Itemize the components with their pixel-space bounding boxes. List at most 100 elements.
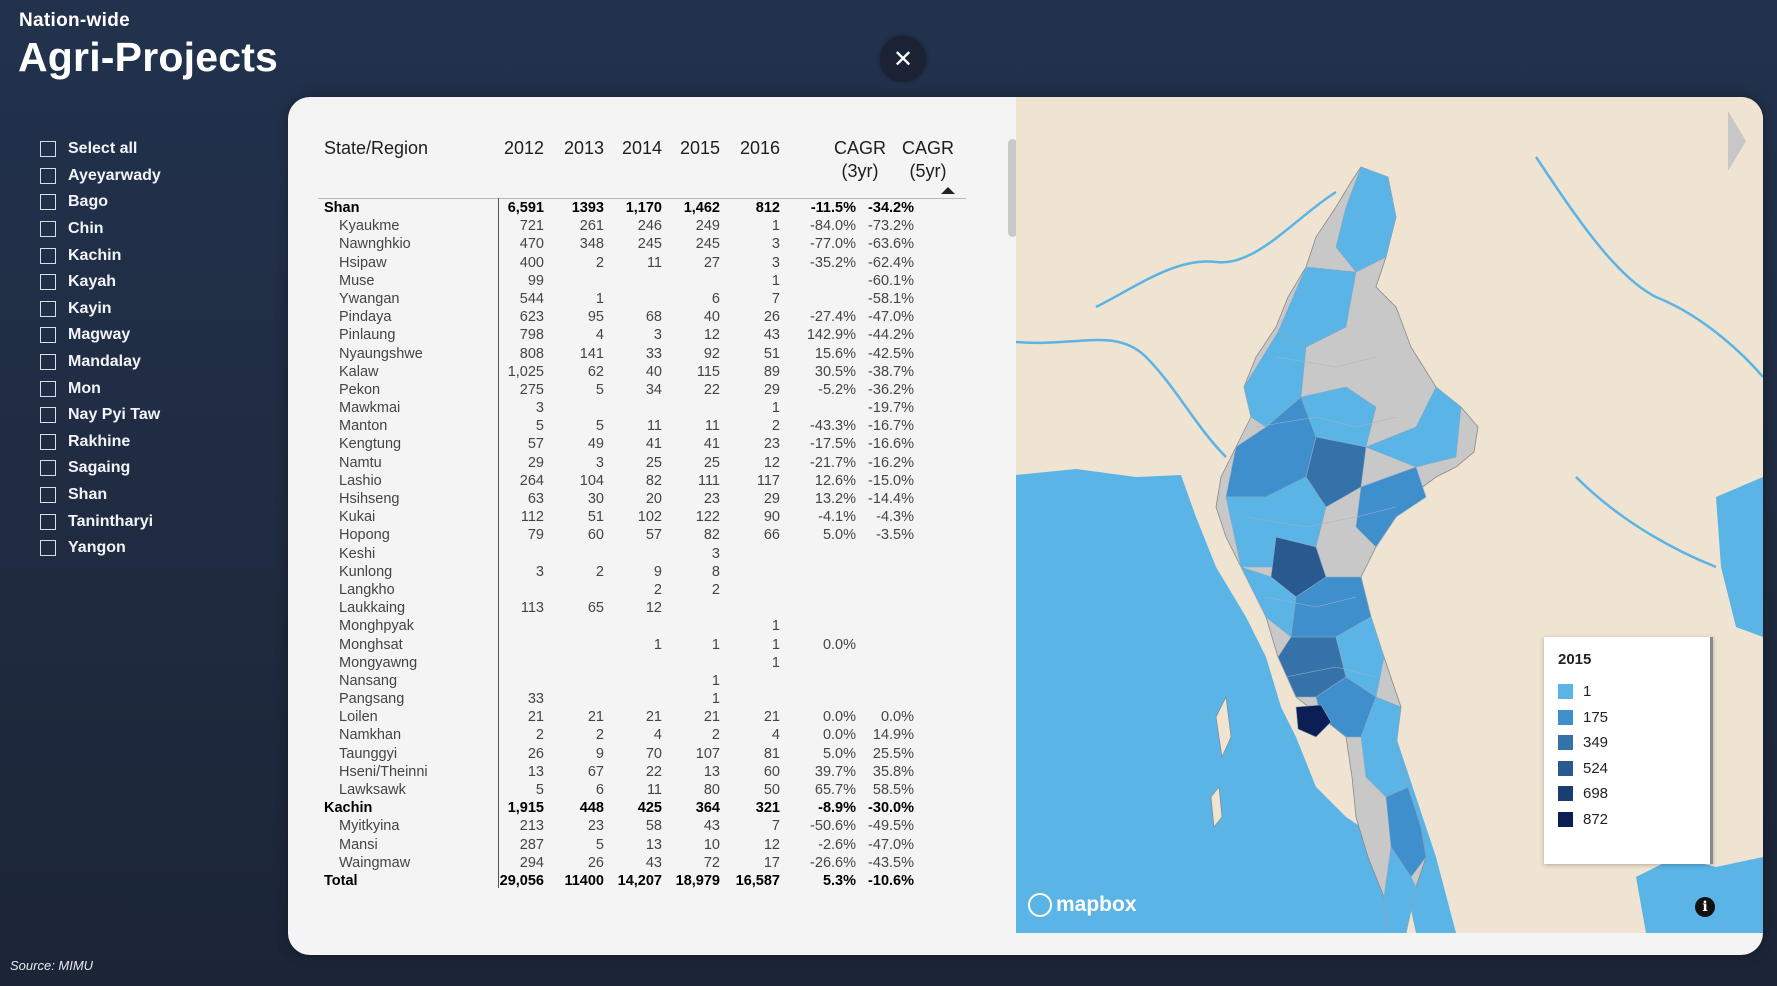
filter-item[interactable]: Yangon xyxy=(40,535,161,562)
filter-item[interactable]: Ayeyarwady xyxy=(40,163,161,190)
table-cell: 3 xyxy=(595,454,604,471)
table-row[interactable]: Monghsat 1 1 1 0.0% xyxy=(318,636,968,654)
table-row[interactable]: Langkho 2 2 xyxy=(318,581,968,599)
column-header-cagr-5yr[interactable]: CAGR (5yr) xyxy=(898,137,958,183)
table-row[interactable]: Pinlaung 798 4 3 12 43 142.9% -44.2% xyxy=(318,326,968,344)
checkbox-icon[interactable] xyxy=(40,141,56,158)
map-canvas[interactable] xyxy=(1016,97,1763,933)
checkbox-icon[interactable] xyxy=(40,274,56,291)
checkbox-icon[interactable] xyxy=(40,433,56,450)
table-scrollbar-thumb[interactable] xyxy=(1008,139,1017,237)
table-row[interactable]: Namkhan 2 2 4 2 4 0.0% 14.9% xyxy=(318,726,968,744)
table-cell: 34 xyxy=(645,381,662,398)
table-row[interactable]: Kalaw 1,025 62 40 115 89 30.5% -38.7% xyxy=(318,363,968,381)
close-button[interactable]: ✕ xyxy=(880,36,926,82)
mapbox-logo[interactable]: mapbox xyxy=(1028,893,1137,917)
table-row[interactable]: Pekon 275 5 34 22 29 -5.2% -36.2% xyxy=(318,381,968,399)
filter-item[interactable]: Tanintharyi xyxy=(40,508,161,535)
table-row[interactable]: Muse 99 1 -60.1% xyxy=(318,272,968,290)
checkbox-icon[interactable] xyxy=(40,221,56,238)
table-cell: -4.3% xyxy=(876,509,914,526)
checkbox-icon[interactable] xyxy=(40,167,56,184)
table-cell: -30.0% xyxy=(868,800,914,817)
table-cell: 23 xyxy=(763,436,780,453)
table-cell: 12 xyxy=(703,327,720,344)
table-row[interactable]: Waingmaw 294 26 43 72 17 -26.6% -43.5% xyxy=(318,854,968,872)
table-row[interactable]: Hsipaw 400 2 11 27 3 -35.2% -62.4% xyxy=(318,254,968,272)
table-row[interactable]: Manton 5 5 11 11 2 -43.3% -16.7% xyxy=(318,417,968,435)
filter-item[interactable]: Kachin xyxy=(40,242,161,269)
table-row[interactable]: Keshi 3 xyxy=(318,545,968,563)
column-header-2016[interactable]: 2016 xyxy=(739,138,780,158)
table-row[interactable]: Mawkmai 3 1 -19.7% xyxy=(318,399,968,417)
table-cell: 60 xyxy=(763,763,780,780)
column-header-2013[interactable]: 2013 xyxy=(563,138,604,158)
filter-item[interactable]: Mandalay xyxy=(40,349,161,376)
table-cell: 117 xyxy=(756,472,780,489)
checkbox-icon[interactable] xyxy=(40,194,56,211)
table-row[interactable]: Myitkyina 213 23 58 43 7 -50.6% -49.5% xyxy=(318,817,968,835)
column-header-region[interactable]: State/Region xyxy=(324,138,429,158)
table-cell: 5 xyxy=(595,836,604,853)
table-row[interactable]: Nyaungshwe 808 141 33 92 51 15.6% -42.5% xyxy=(318,345,968,363)
table-row[interactable]: Kengtung 57 49 41 41 23 -17.5% -16.6% xyxy=(318,435,968,453)
table-row[interactable]: Kukai 112 51 102 122 90 -4.1% -4.3% xyxy=(318,508,968,526)
row-label: Lawksawk xyxy=(339,782,406,798)
table-row[interactable]: Hseni/Theinni 13 67 22 13 60 39.7% 35.8% xyxy=(318,763,968,781)
filter-item[interactable]: Kayah xyxy=(40,269,161,296)
table-row[interactable]: Kunlong 3 2 9 8 xyxy=(318,563,968,581)
filter-item[interactable]: Mon xyxy=(40,375,161,402)
table-cell: 6 xyxy=(711,290,720,307)
table-row[interactable]: Taunggyi 26 9 70 107 81 5.0% 25.5% xyxy=(318,745,968,763)
checkbox-icon[interactable] xyxy=(40,407,56,424)
checkbox-icon[interactable] xyxy=(40,247,56,264)
checkbox-icon[interactable] xyxy=(40,460,56,477)
table-cell: 72 xyxy=(703,854,720,871)
filter-item[interactable]: Rakhine xyxy=(40,429,161,456)
checkbox-icon[interactable] xyxy=(40,327,56,344)
map-next-arrow-icon[interactable] xyxy=(1728,111,1746,171)
table-row[interactable]: Monghpyak 1 xyxy=(318,617,968,635)
islands xyxy=(1210,695,1232,828)
checkbox-icon[interactable] xyxy=(40,300,56,317)
table-row[interactable]: Hopong 79 60 57 82 66 5.0% -3.5% xyxy=(318,526,968,544)
group-row[interactable]: Shan 6,591 1393 1,170 1,462 812 -11.5% -34.2% xyxy=(318,199,968,217)
table-row[interactable]: Nansang 1 xyxy=(318,672,968,690)
table-row[interactable]: Nawnghkio 470 348 245 245 3 -77.0% -63.6% xyxy=(318,235,968,253)
checkbox-icon[interactable] xyxy=(40,487,56,504)
table-row[interactable]: Lawksawk 5 6 11 80 50 65.7% 58.5% xyxy=(318,781,968,799)
checkbox-icon[interactable] xyxy=(40,540,56,557)
table-row[interactable]: Pindaya 623 95 68 40 26 -27.4% -47.0% xyxy=(318,308,968,326)
table-cell: 89 xyxy=(763,363,780,380)
table-row[interactable]: Loilen 21 21 21 21 21 0.0% 0.0% xyxy=(318,708,968,726)
column-header-2014[interactable]: 2014 xyxy=(621,138,662,158)
filter-item[interactable]: Sagaing xyxy=(40,455,161,482)
filter-item[interactable]: Bago xyxy=(40,189,161,216)
column-header-2015[interactable]: 2015 xyxy=(679,138,720,158)
filter-item[interactable]: Chin xyxy=(40,216,161,243)
table-row[interactable]: Mongyawng 1 xyxy=(318,654,968,672)
table-row[interactable]: Pangsang 33 1 xyxy=(318,690,968,708)
filter-item[interactable]: Shan xyxy=(40,482,161,509)
table-row[interactable]: Hsihseng 63 30 20 23 29 13.2% -14.4% xyxy=(318,490,968,508)
row-label: Mawkmai xyxy=(339,400,401,417)
group-row[interactable]: Kachin 1,915 448 425 364 321 -8.9% -30.0% xyxy=(318,799,968,817)
table-row[interactable]: Mansi 287 5 13 10 12 -2.6% -47.0% xyxy=(318,836,968,854)
table-row[interactable]: Ywangan 544 1 6 7 -58.1% xyxy=(318,290,968,308)
checkbox-icon[interactable] xyxy=(40,380,56,397)
checkbox-icon[interactable] xyxy=(40,513,56,530)
filter-item[interactable]: Kayin xyxy=(40,296,161,323)
total-row[interactable]: Total 29,056 11400 14,207 18,979 16,587 5.3% -1… xyxy=(318,872,968,890)
table-row[interactable]: Laukkaing 113 65 12 xyxy=(318,599,968,617)
column-header-cagr-3yr[interactable]: CAGR (3yr) xyxy=(830,137,890,183)
filter-item[interactable]: Select all xyxy=(40,136,161,163)
table-row[interactable]: Namtu 29 3 25 25 12 -21.7% -16.2% xyxy=(318,454,968,472)
table-row[interactable]: Kyaukme 721 261 246 249 1 -84.0% -73.2% xyxy=(318,217,968,235)
table-row[interactable]: Lashio 264 104 82 111 117 12.6% -15.0% xyxy=(318,472,968,490)
checkbox-icon[interactable] xyxy=(40,354,56,371)
filter-item[interactable]: Magway xyxy=(40,322,161,349)
column-header-2012[interactable]: 2012 xyxy=(503,138,544,158)
region-map[interactable]: 2015 1 175 349 524 698 872 mapbox i xyxy=(1016,97,1763,933)
map-info-icon[interactable]: i xyxy=(1695,897,1715,917)
filter-item[interactable]: Nay Pyi Taw xyxy=(40,402,161,429)
